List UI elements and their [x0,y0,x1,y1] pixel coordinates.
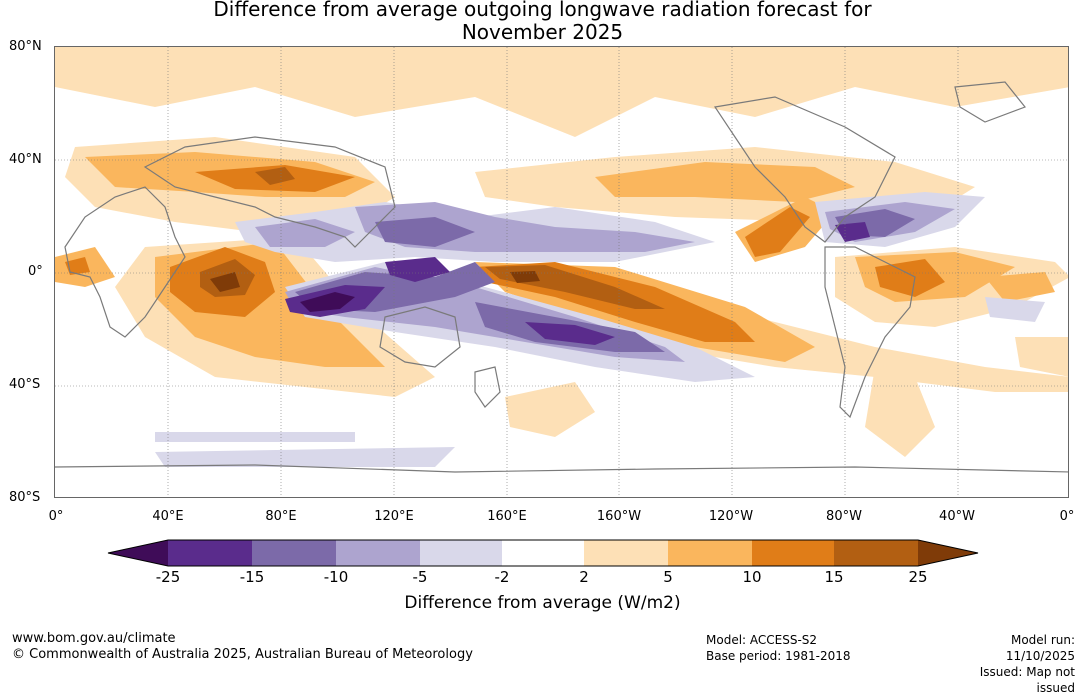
lon-label-0-east-edge: 0° [1059,509,1075,524]
lon-label-120e: 120°E [374,509,414,524]
lon-label-160e: 160°E [487,509,527,524]
footer-left: www.bom.gov.au/climate © Commonwealth of… [12,631,473,663]
lon-label-0-west-edge: 0° [48,509,64,524]
anomaly-extreme-negative-fields [300,292,355,312]
lon-label-40w: 40°W [939,509,975,524]
lon-label-120w: 120°W [708,509,754,524]
colorbar-segment-over [918,540,978,566]
colorbar-segment-5 [502,540,584,566]
footer-base-period: Base period: 1981-2018 [706,649,851,663]
colorbar-segment-8 [752,540,834,566]
colorbar-tick-label: -10 [323,568,349,586]
colorbar-segment-3 [336,540,420,566]
footer-run-info: Model run: 11/10/2025 Issued: Map not is… [943,632,1075,696]
footer-website-link[interactable]: www.bom.gov.au/climate [12,631,176,646]
map-title: Difference from average outgoing longwav… [0,0,1085,44]
footer-copyright: © Commonwealth of Australia 2025, Austra… [12,647,473,662]
colorbar-tick-label: -25 [155,568,181,586]
olr-anomaly-map [54,46,1069,498]
colorbar-outline [107,539,979,567]
map-title-line1: Difference from average outgoing longwav… [213,0,872,21]
anomaly-extreme-positive-fields [210,271,540,292]
lat-label-40s: 40°S [9,377,41,392]
lon-label-40e: 40°E [152,509,184,524]
lat-label-equator: 0° [28,264,43,279]
lat-label-40n: 40°N [9,152,42,167]
colorbar-tick-label: -5 [412,568,428,586]
lon-label-80w: 80°W [826,509,862,524]
lat-label-80n: 80°N [9,39,42,54]
colorbar-segment-under [108,540,168,566]
colorbar-segment-9 [834,540,918,566]
colorbar-segment-7 [668,540,752,566]
colorbar-tick-label: -2 [494,568,510,586]
colorbar-tick-label: 5 [663,568,673,586]
lat-label-80s: 80°S [9,490,41,505]
colorbar-segment-2 [252,540,336,566]
footer-issued: Issued: Map not issued [979,665,1075,695]
footer-model: Model: ACCESS-S2 [706,633,818,647]
lon-label-160w: 160°W [596,509,642,524]
anomaly-caribbean-negative [835,222,870,242]
colorbar-tick-label: -15 [239,568,265,586]
footer-model-run: Model run: 11/10/2025 [1005,633,1075,663]
gridlines [55,47,1068,497]
colorbar-tick-label: 25 [908,568,928,586]
colorbar-segment-6 [584,540,668,566]
footer-model-info: Model: ACCESS-S2 Base period: 1981-2018 [706,632,851,664]
colorbar-tick-label: 10 [742,568,762,586]
map-title-line2: November 2025 [461,20,624,44]
colorbar-label: Difference from average (W/m2) [404,593,681,613]
coastlines [55,81,1068,473]
colorbar-tick-label: 15 [824,568,844,586]
colorbar-tick-label: 2 [579,568,589,586]
lon-label-80e: 80°E [265,509,297,524]
colorbar-segment-1 [168,540,252,566]
colorbar-segment-4 [420,540,502,566]
